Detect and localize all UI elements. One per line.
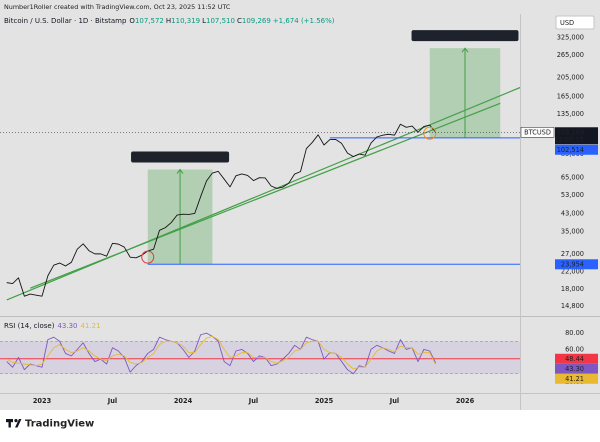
y-tick-label: 35,000	[561, 227, 584, 235]
y-tick-label: 18,000	[561, 285, 584, 293]
price-line	[6, 123, 436, 297]
rsi-title: RSI (14, close)	[4, 322, 55, 330]
chart-background	[0, 0, 600, 410]
measure-label: 47,249 (178.00%) 47,249	[135, 153, 225, 161]
level-box	[555, 259, 598, 270]
rsi-legend-value: 41.21	[81, 322, 101, 330]
ohlc-key: C	[237, 17, 242, 25]
measure-arrowhead	[461, 47, 469, 53]
y-tick-label: 22,000	[561, 268, 584, 276]
ohlc-key: L	[202, 17, 206, 25]
ohlc-key: O	[129, 17, 135, 25]
y-tick-label: 165,000	[557, 92, 584, 100]
x-tick-label: Jul	[389, 397, 399, 405]
highlight-circle	[423, 126, 437, 140]
ohlc-value: 109,269	[242, 17, 271, 25]
y-tick-label: 65,000	[561, 173, 584, 181]
x-tick-label: 2024	[174, 397, 193, 405]
last-price-box	[555, 127, 598, 145]
symbol-label: BTCUSD	[524, 129, 551, 137]
brand-logo	[6, 419, 22, 428]
brand-name: TradingView	[25, 419, 94, 430]
rsi-line	[6, 335, 437, 370]
level-label: 102,514	[557, 146, 584, 154]
countdown: 12:07:15	[554, 136, 584, 144]
symbol-box	[520, 127, 555, 138]
x-tick-label: 2023	[33, 397, 52, 405]
change: +1,674 (+1.56%)	[273, 17, 335, 25]
measure-label-box	[131, 151, 230, 163]
trendline	[6, 86, 520, 301]
y-tick-label: 53,000	[561, 191, 584, 199]
level-box	[555, 144, 598, 155]
rsi-value-box	[555, 363, 598, 374]
y-tick-label: 43,000	[561, 209, 584, 217]
layer-lines	[0, 86, 520, 301]
level-label: 23,954	[561, 261, 584, 269]
layer-axis: USD 14,800 18,000 22,000 27,000 35,000 43,000 5…	[33, 15, 598, 405]
symbol-legend: Bitcoin / U.S. Dollar · 1D · Bitstamp O10…	[4, 17, 335, 25]
x-tick-label: 2026	[456, 397, 475, 405]
ohlc-value: 107,572	[135, 17, 164, 25]
ohlc-value: 110,319	[171, 17, 200, 25]
currency-box	[555, 15, 595, 30]
ohlc-value: 107,510	[206, 17, 235, 25]
currency: USD	[560, 19, 574, 27]
credit: Number1Roller created with TradingView.c…	[4, 3, 231, 11]
x-tick-label: Jul	[107, 397, 117, 405]
x-tick-label: Jul	[248, 397, 258, 405]
y-tick-label: 325,000	[557, 33, 584, 41]
measure-label-box	[411, 30, 519, 42]
layer-measures: 47,249 (178.00%) 47,249 184,822 (178.52%)…	[131, 30, 519, 265]
y-tick-label: 135,000	[557, 110, 584, 118]
rsi-value-label: 48.44	[565, 355, 584, 363]
y-tick-label: 14,800	[561, 302, 584, 310]
rsi-value-box	[555, 373, 598, 384]
last-price-label: 109,269	[557, 129, 584, 137]
y-tick-label: 265,000	[557, 51, 584, 59]
y-tick-label: 205,000	[557, 74, 584, 82]
footer-background	[0, 410, 600, 442]
rsi-legend: RSI (14, close) 43.30 41.21	[4, 322, 101, 330]
measure-arrowhead	[176, 168, 184, 174]
rsi-value-box	[555, 353, 598, 364]
rsi-value-label: 43.30	[565, 365, 584, 373]
ohlc-key: H	[166, 17, 171, 25]
x-tick-label: 2025	[315, 397, 334, 405]
y-tick-label: 27,000	[561, 250, 584, 258]
rsi-tick-label: 80.00	[565, 329, 584, 337]
highlight-circle	[141, 250, 155, 264]
symbol-name: Bitcoin / U.S. Dollar · 1D · Bitstamp	[4, 17, 127, 25]
layer-rsi	[0, 332, 520, 375]
trendline	[30, 102, 501, 289]
rsi-value-label: 41.21	[565, 375, 584, 383]
measure-label: 184,822 (178.52%) 184,822	[416, 32, 515, 40]
rsi-tick-label: 60.00	[565, 345, 584, 353]
rsi-legend-value: 43.30	[57, 322, 77, 330]
